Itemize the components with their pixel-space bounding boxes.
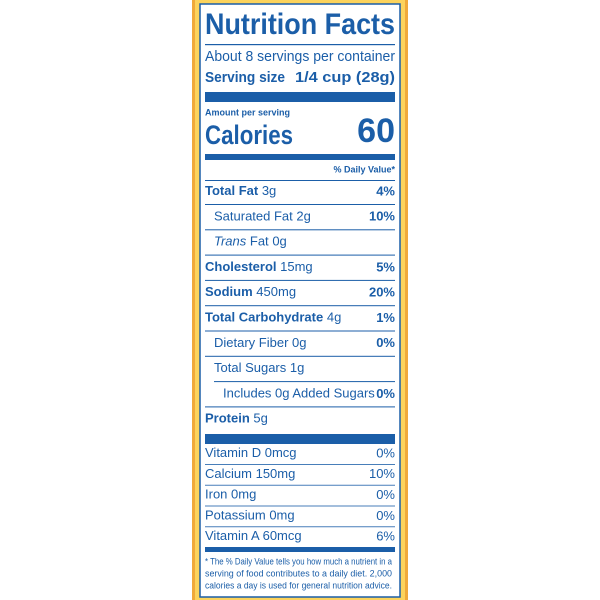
nutrient: Protein 5g — [205, 411, 268, 426]
rule — [205, 355, 395, 357]
amount-per-serving: Amount per serving — [205, 107, 290, 117]
nutrient-amount: 1g — [290, 361, 304, 376]
daily-value: 10% — [369, 209, 395, 224]
vitamin: Vitamin A 60mcg — [205, 529, 302, 544]
rule — [205, 305, 395, 307]
daily-value-header: % Daily Value* — [333, 164, 395, 174]
nutrient: Total Fat 3g — [205, 183, 276, 198]
nutrient-amount: 0g — [272, 234, 286, 249]
nutrient-name: Includes 0g Added Sugars — [223, 386, 375, 401]
vitamin-amount: 0mg — [231, 487, 256, 502]
nutrient-amount: 15mg — [280, 259, 313, 274]
footnote: serving of food contributes to a daily d… — [205, 568, 392, 578]
nutrient: Includes 0g Added Sugars — [223, 386, 375, 401]
rule — [205, 526, 395, 528]
rule — [205, 279, 395, 281]
rule — [205, 229, 395, 231]
nutrient: Dietary Fiber 0g — [214, 335, 307, 350]
vitamin-amount: 150mg — [256, 466, 296, 481]
daily-value: 5% — [376, 259, 395, 274]
rule — [205, 204, 395, 205]
daily-value: 20% — [369, 285, 395, 300]
nutrient-amount: 4g — [327, 310, 341, 325]
vitamin: Calcium 150mg — [205, 466, 295, 481]
daily-value: 4% — [376, 183, 395, 198]
vitamin-name: Potassium — [205, 508, 266, 523]
servings: About 8 servings per container — [205, 48, 395, 65]
nutrient: Trans Fat 0g — [214, 234, 287, 249]
nutrient: Total Carbohydrate 4g — [205, 310, 341, 325]
serving-size-value: 1/4 cup (28g) — [295, 69, 395, 86]
rule — [205, 254, 395, 256]
vitamin-amount: 0mg — [269, 508, 294, 523]
nutrient: Total Sugars 1g — [214, 361, 304, 376]
title: Nutrition Facts — [205, 8, 395, 41]
vitamin: Vitamin D 0mcg — [205, 445, 297, 460]
daily-value: 1% — [376, 310, 395, 325]
rule — [205, 406, 395, 408]
nutrient-name: Dietary Fiber — [214, 335, 289, 350]
vitamin-name: Calcium — [205, 466, 252, 481]
nutrient-name: Total Carbohydrate — [205, 310, 323, 325]
footnote: * The % Daily Value tells you how much a… — [205, 556, 392, 566]
medium-rule — [205, 154, 395, 160]
vitamin-amount: 0mcg — [265, 445, 297, 460]
rule — [205, 330, 395, 332]
vitamin-name: Vitamin A — [205, 529, 260, 544]
nutrient: Saturated Fat 2g — [214, 209, 311, 224]
nutrient-amount: 0g — [292, 335, 306, 350]
nutrient-name: Protein — [205, 411, 250, 426]
vitamin: Iron 0mg — [205, 487, 256, 502]
vitamin-name: Vitamin D — [205, 445, 261, 460]
nutrient-name: Saturated Fat — [214, 209, 293, 224]
nutrient: Sodium 450mg — [205, 285, 296, 300]
nutrient-amount: 3g — [262, 183, 276, 198]
vitamin: Potassium 0mg — [205, 508, 295, 523]
nutrient-name: Sodium — [205, 285, 253, 300]
label-panel — [199, 3, 401, 598]
nutrient-name: Cholesterol — [205, 259, 277, 274]
rows: Total Fat 3g 4% Saturated Fat 2g 10% Trans F… — [205, 183, 395, 590]
vitamin-daily-value: 0% — [376, 487, 395, 502]
rule — [214, 381, 395, 383]
rule — [205, 44, 395, 46]
footnote: calories a day is used for general nutri… — [205, 580, 392, 590]
rule — [205, 180, 395, 181]
daily-value: 0% — [376, 335, 395, 350]
rule — [205, 505, 395, 507]
nutrient-name: Total Fat — [205, 183, 259, 198]
rule — [205, 464, 395, 465]
nutrient-name: Fat — [250, 234, 269, 249]
vitamin-daily-value: 0% — [376, 508, 395, 523]
rule — [205, 484, 395, 486]
vitamin-daily-value: 6% — [376, 529, 395, 544]
thick-rule — [205, 434, 395, 444]
calories-label: Calories — [205, 120, 293, 150]
nutrient-name: Total Sugars — [214, 361, 287, 376]
nutrient-prefix: Trans — [214, 234, 247, 249]
medium-rule — [205, 547, 395, 552]
serving-size-label: Serving size — [205, 69, 285, 86]
thick-rule — [205, 92, 395, 102]
nutrient-amount: 450mg — [256, 285, 296, 300]
nutrient-amount: 5g — [253, 411, 267, 426]
daily-value: 0% — [376, 386, 395, 401]
vitamin-daily-value: 10% — [369, 466, 395, 481]
nutrient: Cholesterol 15mg — [205, 259, 313, 274]
nutrient-amount: 2g — [296, 209, 310, 224]
vitamin-daily-value: 0% — [376, 445, 395, 460]
calories-value: 60 — [357, 112, 395, 150]
vitamin-amount: 60mcg — [263, 529, 302, 544]
vitamin-name: Iron — [205, 487, 227, 502]
